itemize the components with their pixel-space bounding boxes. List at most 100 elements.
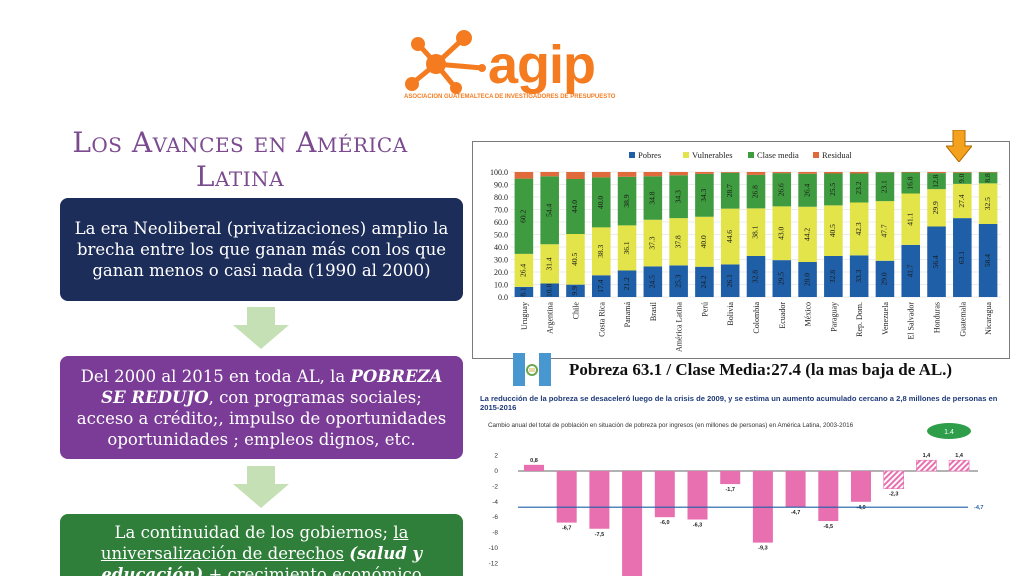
- stacked-bar-segment: [875, 260, 895, 297]
- y-tick-label: 100.0: [490, 168, 508, 177]
- poverty-change-bar-svg: 1.420-2-4-6-8-10-12-140,8-6,7-7,5-6,0-6,…: [489, 423, 983, 576]
- y-tick-label: -6: [492, 514, 498, 521]
- stacked-bar-segment: [953, 172, 972, 173]
- stacked-bar-segment: [953, 183, 972, 219]
- change-bar: [524, 464, 544, 471]
- y-tick-label: -12: [489, 560, 499, 567]
- stacked-bar-segment: [772, 260, 792, 297]
- bar-value-label: -6,7: [562, 526, 571, 532]
- segment-value-label: 16.8: [905, 176, 914, 189]
- poverty-reduction-box: Del 2000 al 2015 en toda AL, la POBREZA …: [60, 356, 463, 459]
- stacked-bar-segment: [617, 172, 637, 177]
- segment-value-label: 29.9: [931, 201, 940, 214]
- highlight-down-arrow-icon: [946, 130, 972, 162]
- stacked-bar-segment: [566, 284, 585, 297]
- stacked-bar-segment: [901, 172, 921, 194]
- average-line-label: -4,7: [974, 505, 983, 511]
- x-category-label: Brasil: [649, 301, 658, 321]
- segment-value-label: 9.0: [957, 173, 966, 183]
- continuity-text-e: + crecimiento económico: [203, 565, 422, 576]
- segment-value-label: 34.3: [699, 189, 708, 202]
- y-tick-label: -10: [489, 545, 499, 552]
- stacked-bar-segment: [927, 173, 946, 190]
- neoliberal-era-text: La era Neoliberal (privatizaciones) ampl…: [74, 219, 449, 280]
- slide-title-line1: Los Avances en América: [72, 126, 408, 159]
- change-bar: [785, 471, 806, 508]
- segment-value-label: 26.4: [802, 183, 811, 196]
- legend-swatch: [683, 152, 689, 158]
- logo-wordmark: agip: [488, 35, 596, 95]
- stacked-bar-segment: [643, 266, 663, 297]
- stacked-bar-segment: [824, 172, 843, 174]
- stacked-bar-segment: [901, 172, 921, 173]
- change-bar: [622, 471, 643, 576]
- stacked-bar-segment: [798, 262, 817, 297]
- change-bar: [654, 471, 675, 518]
- legend-label: Residual: [822, 150, 852, 160]
- legend-label: Pobres: [638, 150, 661, 160]
- stacked-bar-segment: [746, 256, 766, 297]
- stacked-bar-segment: [927, 189, 946, 227]
- stacked-bar-segment: [927, 226, 946, 297]
- stacked-bar-segment: [953, 218, 972, 297]
- stacked-bar-segment: [695, 172, 714, 174]
- bar-value-label: -4,0: [856, 505, 865, 511]
- segment-value-label: 38.1: [751, 225, 760, 238]
- segment-value-label: 28.0: [802, 273, 811, 286]
- y-tick-label: 80.0: [494, 193, 508, 202]
- change-bar: [948, 459, 970, 472]
- segment-value-label: 63.1: [957, 251, 966, 264]
- stacked-bar-segment: [978, 183, 998, 224]
- x-category-label: Nicaragua: [984, 302, 993, 335]
- stacked-bar-segment: [772, 172, 792, 174]
- stacked-bar-segment: [901, 193, 921, 245]
- stacked-bar-segment: [669, 172, 688, 176]
- segment-value-label: 8.8: [983, 173, 992, 183]
- down-arrow-icon: [233, 307, 289, 349]
- segment-value-label: 25.3: [673, 274, 682, 287]
- bar-value-label: -6,5: [824, 524, 833, 530]
- x-category-label: Ecuador: [778, 302, 787, 329]
- x-category-label: Rep. Dom.: [855, 302, 864, 337]
- x-category-label: Perú: [700, 302, 709, 317]
- stacked-bar-segment: [617, 225, 637, 271]
- stacked-bar-segment: [514, 286, 534, 297]
- stacked-bar-segment: [746, 208, 766, 256]
- stacked-bar-segment: [540, 244, 559, 284]
- stacked-bar-chart-svg: Pobres Vulnerables Clase media Residual 0.0 1…: [490, 150, 1001, 352]
- change-bar: [589, 471, 610, 529]
- segment-value-label: 36.1: [622, 241, 631, 254]
- stacked-bar-segment: [591, 227, 611, 276]
- stacked-bar-segment: [566, 234, 585, 285]
- x-category-label: Panamá: [623, 302, 632, 328]
- segment-value-label: 23.2: [854, 181, 863, 194]
- stacked-bar-segment: [540, 176, 559, 245]
- stacked-bar-segment: [772, 173, 792, 207]
- stacked-bar-segment: [953, 172, 972, 184]
- segment-value-label: 32.8: [751, 270, 760, 283]
- stacked-bar-segment: [643, 172, 663, 177]
- legend-swatch: [748, 152, 754, 158]
- poverty-reduction-emphasis: POBREZA SE REDUJO: [101, 366, 443, 407]
- segment-value-label: 60.2: [519, 209, 528, 222]
- slide-title-line2: Latina: [195, 160, 285, 193]
- segment-value-label: 40.5: [570, 253, 579, 266]
- stacked-bar-segment: [669, 265, 688, 297]
- segment-value-label: 10.8: [544, 283, 553, 296]
- stacked-bar-segment: [540, 283, 559, 297]
- chart2-title: La reducción de la pobreza se desaceleró…: [480, 394, 998, 412]
- x-category-label: Costa Rica: [597, 302, 606, 337]
- segment-value-label: 24.5: [648, 275, 657, 288]
- stacked-bar-segment: [901, 244, 921, 297]
- bar-value-label: -4,7: [791, 510, 800, 516]
- stacked-bar-segment: [824, 256, 843, 297]
- x-category-label: El Salvador: [907, 302, 916, 340]
- stacked-bar-segment: [669, 218, 688, 266]
- segment-value-label: 38.9: [622, 194, 631, 207]
- network-logo-icon: [405, 30, 486, 94]
- continuity-text: La continuidad de los gobiernos; la univ…: [74, 522, 449, 576]
- segment-value-label: 29.5: [777, 272, 786, 285]
- stacked-bar-segment: [695, 266, 714, 297]
- change-bar: [687, 471, 708, 520]
- agip-logo: agip ASOCIACION GUATEMALTECA DE INVESTIG…: [402, 24, 616, 104]
